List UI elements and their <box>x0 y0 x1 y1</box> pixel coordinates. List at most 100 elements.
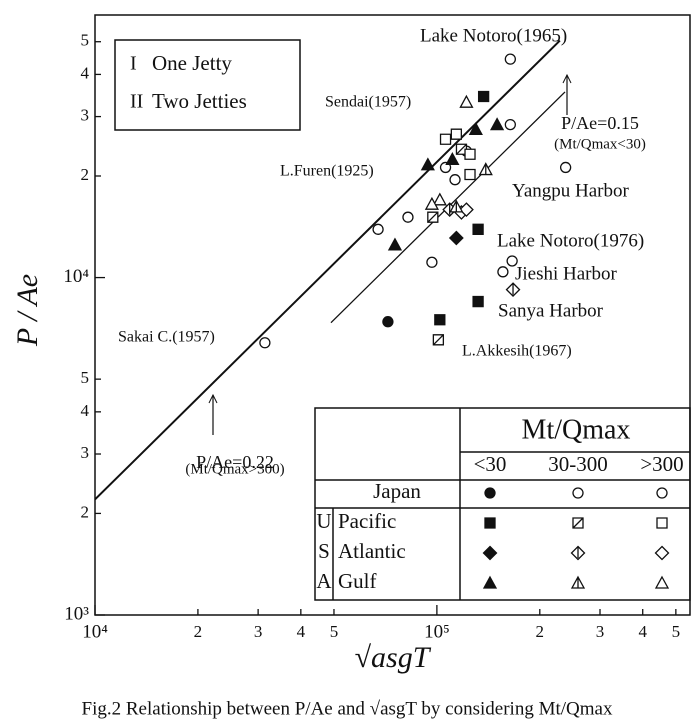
table-group: A <box>316 569 332 593</box>
annotation: Sendai(1957) <box>325 94 411 111</box>
x-tick-label: 10⁴ <box>82 621 108 642</box>
arrow-head <box>562 73 572 84</box>
marker <box>478 162 493 176</box>
table-row: Japan <box>373 479 421 503</box>
marker-circle <box>656 487 668 499</box>
marker-circle <box>426 256 438 268</box>
marker <box>449 199 464 213</box>
x-tick-label: 5 <box>330 622 339 641</box>
marker <box>570 575 586 589</box>
y-tick-label: 5 <box>81 31 90 50</box>
legend-table <box>314 407 691 601</box>
plot-frame <box>94 14 691 616</box>
marker <box>654 575 670 589</box>
marker-circle <box>402 211 414 223</box>
table-title: Mt/Qmax <box>522 414 631 445</box>
annotation: Lake Notoro(1976) <box>497 230 644 251</box>
marker <box>472 295 484 308</box>
marker <box>570 545 586 561</box>
marker-circle <box>372 223 384 235</box>
y-tick-label: 3 <box>81 105 90 124</box>
jetty-legend-box <box>114 39 301 131</box>
x-axis-label: √asgT <box>355 641 432 674</box>
jetty-label: One Jetty <box>152 51 232 75</box>
marker <box>445 152 460 166</box>
jetty-label: Two Jetties <box>152 89 247 113</box>
marker-circle <box>572 487 584 499</box>
marker <box>450 128 462 140</box>
table-column: 30-300 <box>548 452 608 476</box>
marker <box>448 230 464 246</box>
table-row: Gulf <box>338 569 377 593</box>
x-tick-label: 5 <box>672 622 681 641</box>
jetty-symbol: II <box>130 91 143 113</box>
table-group: U <box>316 509 331 533</box>
caption: Fig.2 Relationship between P/Ae and √asg… <box>82 698 613 719</box>
table-row: Atlantic <box>338 539 406 563</box>
marker <box>432 192 447 206</box>
marker <box>654 545 670 561</box>
y-tick-label: 2 <box>81 165 90 184</box>
x-tick-label: 4 <box>297 622 306 641</box>
table-column: <30 <box>474 452 507 476</box>
x-tick-label: 2 <box>194 622 203 641</box>
y-tick-label: 10³ <box>64 603 89 624</box>
marker-circle <box>504 53 516 65</box>
marker-circle <box>259 337 271 349</box>
annotation: L.Furen(1925) <box>280 163 374 180</box>
y-tick-label: 4 <box>81 401 90 420</box>
marker <box>468 121 483 135</box>
marker <box>432 334 445 346</box>
marker-circle <box>559 161 572 174</box>
table-group: S <box>318 539 330 563</box>
y-tick-label: 4 <box>81 63 90 82</box>
marker <box>489 117 505 131</box>
marker <box>420 157 435 171</box>
y-tick-label: 5 <box>81 368 90 387</box>
marker-circle <box>497 266 509 278</box>
marker <box>387 237 403 251</box>
y-tick-label: 10⁴ <box>63 266 89 287</box>
marker <box>424 196 439 210</box>
table-row: Pacific <box>338 509 396 533</box>
marker <box>464 148 476 160</box>
y-tick-label: 3 <box>81 443 90 462</box>
reference-line <box>95 39 561 501</box>
marker <box>472 223 484 235</box>
jetty-symbol: I <box>130 53 137 75</box>
marker-circle <box>382 316 394 328</box>
x-tick-label: 4 <box>638 622 647 641</box>
callout-label: P/Ae=0.15 <box>561 113 639 133</box>
arrow-head <box>208 393 218 404</box>
marker <box>572 517 584 529</box>
x-tick-label: 3 <box>596 622 605 641</box>
y-axis-label: P / Ae <box>11 274 44 347</box>
callout-label: P/Ae=0.22 <box>196 452 274 472</box>
marker <box>656 517 668 529</box>
callout-note: (Mt/Qmax>300) <box>185 461 284 477</box>
marker-circle <box>504 118 516 131</box>
marker-circle <box>506 255 518 267</box>
y-tick-label: 2 <box>81 502 90 521</box>
x-tick-label: 3 <box>254 622 263 641</box>
annotation: L.Akkesih(1967) <box>462 343 572 360</box>
marker-circle <box>484 487 496 499</box>
annotation: Lake Notoro(1965) <box>420 25 567 46</box>
annotation: Jieshi Harbor <box>515 263 618 284</box>
marker <box>434 314 446 326</box>
marker <box>427 211 439 223</box>
marker <box>459 94 474 108</box>
marker <box>505 282 521 298</box>
marker <box>482 575 498 589</box>
x-tick-label: 2 <box>536 622 545 641</box>
marker <box>482 545 498 561</box>
marker <box>464 168 476 181</box>
annotation: Yangpu Harbor <box>512 180 629 201</box>
table-column: >300 <box>640 452 683 476</box>
annotation: Sanya Harbor <box>498 300 604 321</box>
marker <box>439 133 452 145</box>
marker-circle <box>449 174 461 186</box>
x-tick-label: 10⁵ <box>424 621 450 642</box>
marker <box>484 517 496 529</box>
